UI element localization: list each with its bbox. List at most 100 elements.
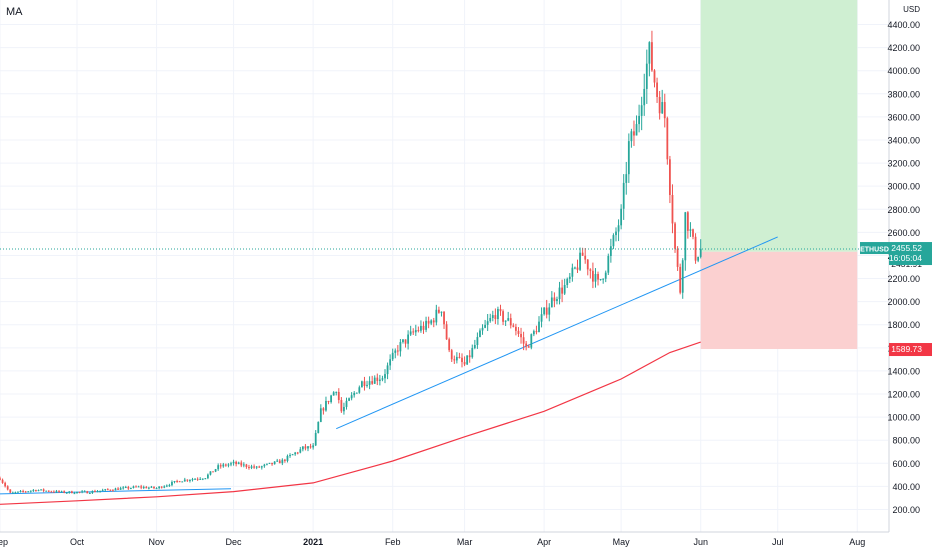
candle-body[interactable] [525, 343, 528, 347]
candle-body[interactable] [60, 491, 63, 493]
candle-body[interactable] [345, 400, 348, 407]
candle-body[interactable] [455, 356, 458, 361]
candle-body[interactable] [112, 490, 114, 492]
candle-body[interactable] [183, 479, 186, 482]
candle-body[interactable] [260, 466, 263, 468]
candle-body[interactable] [404, 339, 407, 344]
candle-body[interactable] [171, 481, 173, 486]
candle-body[interactable] [645, 63, 648, 89]
candle-body[interactable] [638, 115, 640, 125]
candle-body[interactable] [245, 464, 248, 467]
candle-body[interactable] [96, 491, 99, 493]
candle-body[interactable] [50, 491, 53, 493]
candle-body[interactable] [491, 315, 494, 318]
candle-body[interactable] [553, 297, 556, 301]
candle-body[interactable] [579, 252, 581, 270]
candle-body[interactable] [99, 490, 101, 492]
candle-body[interactable] [694, 236, 697, 261]
candle-body[interactable] [240, 462, 243, 466]
moving-average-line[interactable] [0, 341, 701, 505]
candle-body[interactable] [150, 486, 153, 488]
candle-body[interactable] [32, 490, 35, 492]
candle-body[interactable] [350, 395, 353, 399]
candle-body[interactable] [68, 491, 71, 493]
candle-body[interactable] [697, 256, 700, 261]
candle-body[interactable] [532, 331, 535, 335]
candle-body[interactable] [140, 486, 143, 488]
candle-body[interactable] [497, 309, 499, 320]
candle-body[interactable] [522, 337, 525, 344]
candle-body[interactable] [504, 320, 507, 322]
candle-body[interactable] [322, 408, 325, 411]
candle-body[interactable] [266, 463, 268, 465]
candle-body[interactable] [561, 287, 563, 294]
candle-body[interactable] [535, 331, 538, 333]
candle-body[interactable] [653, 70, 656, 83]
candle-body[interactable] [204, 478, 207, 480]
candle-body[interactable] [427, 320, 430, 324]
candle-body[interactable] [586, 259, 589, 270]
trendline[interactable] [0, 488, 232, 495]
candle-body[interactable] [358, 387, 361, 393]
price-axis[interactable] [889, 0, 932, 550]
candle-body[interactable] [461, 357, 463, 363]
candle-body[interactable] [122, 487, 125, 489]
candle-body[interactable] [255, 466, 258, 468]
candle-body[interactable] [527, 346, 530, 348]
candle-body[interactable] [263, 464, 266, 467]
candle-body[interactable] [276, 460, 279, 462]
candle-body[interactable] [499, 309, 502, 312]
candle-body[interactable] [222, 464, 225, 467]
candle-body[interactable] [291, 454, 294, 456]
candle-body[interactable] [386, 365, 389, 375]
candle-body[interactable] [35, 490, 37, 492]
candle-body[interactable] [450, 350, 453, 360]
candle-body[interactable] [101, 490, 104, 492]
indicator-label[interactable]: MA [6, 6, 23, 18]
stop-price-tag[interactable] [889, 343, 932, 357]
candle-body[interactable] [332, 392, 335, 396]
candle-body[interactable] [117, 488, 119, 490]
candle-body[interactable] [361, 381, 363, 388]
candle-body[interactable] [689, 229, 692, 231]
candle-body[interactable] [484, 324, 486, 328]
candle-body[interactable] [414, 330, 417, 333]
candle-body[interactable] [230, 463, 232, 465]
candle-body[interactable] [633, 131, 635, 136]
candle-body[interactable] [9, 489, 12, 493]
candle-body[interactable] [530, 334, 533, 348]
candle-body[interactable] [199, 478, 202, 480]
candle-body[interactable] [130, 487, 132, 489]
candle-body[interactable] [335, 391, 338, 393]
candle-body[interactable] [353, 392, 356, 396]
candle-body[interactable] [391, 352, 394, 360]
candle-body[interactable] [661, 102, 664, 114]
candle-body[interactable] [88, 493, 91, 495]
candle-body[interactable] [343, 406, 345, 412]
candle-body[interactable] [543, 307, 546, 315]
candle-body[interactable] [17, 491, 19, 493]
candle-body[interactable] [389, 359, 392, 366]
candle-body[interactable] [201, 478, 204, 480]
candle-body[interactable] [681, 260, 684, 293]
candle-body[interactable] [604, 272, 607, 279]
candle-body[interactable] [402, 339, 404, 343]
candle-body[interactable] [558, 287, 561, 300]
candle-body[interactable] [176, 481, 178, 483]
candle-body[interactable] [666, 118, 669, 160]
candle-body[interactable] [648, 42, 651, 64]
candle-body[interactable] [337, 391, 340, 401]
candle-body[interactable] [278, 460, 281, 464]
candle-body[interactable] [599, 279, 602, 281]
position-loss-zone[interactable] [700, 251, 858, 350]
candle-body[interactable] [581, 252, 584, 256]
candle-body[interactable] [576, 267, 579, 270]
candle-body[interactable] [651, 42, 653, 71]
candle-body[interactable] [212, 471, 214, 473]
candle-body[interactable] [70, 491, 73, 494]
candle-body[interactable] [471, 348, 474, 358]
candle-body[interactable] [173, 481, 176, 483]
candle-body[interactable] [676, 248, 679, 267]
candle-body[interactable] [699, 248, 702, 257]
candle-body[interactable] [669, 159, 671, 195]
